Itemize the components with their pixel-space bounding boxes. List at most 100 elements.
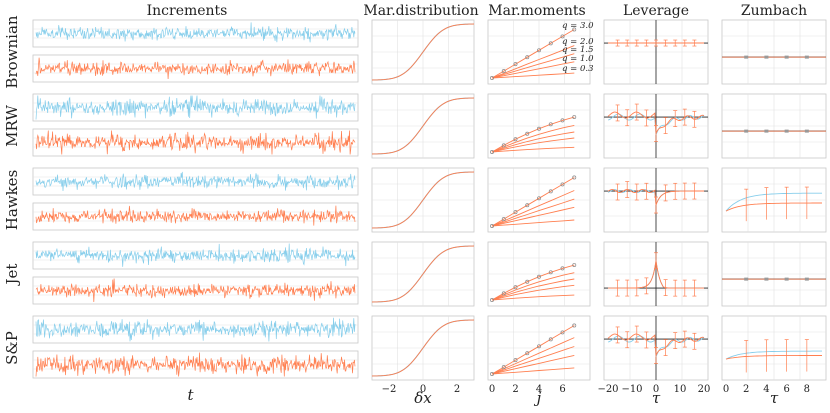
x-tick-label: −20 [597,384,618,395]
increments-series-orange [35,278,356,303]
moments-marker [525,203,530,208]
row-label: S&P [3,331,21,365]
row-label: MRW [3,105,21,147]
moments-marker [572,263,577,268]
moments-marker [537,126,541,131]
column-title: Mar.moments [488,3,585,19]
moments-marker [572,27,577,32]
moments-line-q2 [491,272,575,301]
moments-marker [501,291,506,296]
moments-line-q1.5 [491,198,575,227]
increments-series-orange [35,57,356,80]
moments-line-q0.3 [491,219,575,227]
moments-line-q0.3 [491,367,575,375]
increments-panel [32,315,359,344]
moments-line-q3 [491,116,575,153]
q-label: q = 3.0 [562,21,594,31]
increments-series-blue [35,317,356,342]
moments-marker [513,62,518,67]
moments-line-q1 [491,206,575,227]
column-title: Zumbach [741,3,807,19]
zumbach-series-orange [725,202,822,212]
moments-marker [513,285,518,290]
x-tick-label: −10 [621,384,642,395]
moments-line-q0.3 [491,146,575,153]
distribution-cdf-orange [371,97,475,155]
moments-line-q0.3 [491,72,575,79]
moments-line-q0.3 [491,294,575,301]
moments-marker [560,266,565,271]
moments-marker [501,69,506,74]
increments-series-blue [35,95,356,120]
moments-line-q3 [491,29,575,79]
x-tick-label: 0 [723,384,729,395]
moments-marker [548,122,553,127]
zumbach-marker [744,55,749,59]
zumbach-marker [784,55,789,59]
x-tick-label: 10 [674,384,687,395]
x-tick-label: 4 [536,384,542,395]
x-axis-label: δx [414,389,432,407]
row-label: Jet [3,264,21,287]
moments-line-q3 [491,177,575,227]
x-tick-label: 0 [653,384,659,395]
zumbach-marker [764,55,769,59]
x-tick-label: 6 [783,384,789,395]
moments-marker [560,118,565,123]
moments-line-q1 [491,354,575,375]
moments-line-q2 [491,45,575,79]
moments-marker [548,270,553,275]
moments-marker [572,323,577,328]
moments-marker [572,115,577,120]
zumbach-marker [804,277,809,281]
moments-marker [490,372,494,376]
zumbach-series-blue [725,192,822,212]
increments-series-orange [35,352,356,377]
increments-series-orange [35,130,356,155]
moments-line-q2 [491,190,575,227]
moments-marker [490,150,494,154]
zumbach-marker [764,277,769,281]
moments-marker [560,34,565,39]
moments-marker [490,298,494,302]
x-tick-label: 0 [489,384,495,395]
column-title: Mar.distribution [363,3,478,19]
zumbach-marker [784,277,789,281]
x-axis-label: t [187,386,194,404]
increments-panel [32,167,359,196]
moments-marker [572,175,577,180]
moments-marker [525,55,530,60]
moments-line-q2 [491,124,575,153]
x-tick-label: 2 [454,384,460,395]
moments-marker [525,131,530,136]
moments-line-q1.5 [491,346,575,375]
moments-marker [490,76,494,80]
x-axis-label: τ [652,389,661,407]
column-title: Leverage [623,3,689,19]
moments-line-q1.5 [491,53,575,79]
column-title: Increments [147,3,228,19]
moments-marker [537,274,541,279]
row-label: Hawkes [3,170,21,231]
zumbach-marker [744,129,749,133]
moments-marker [490,224,494,228]
moments-marker [548,337,553,342]
increments-series-orange [35,205,356,226]
moments-line-q1 [491,137,575,153]
moments-marker [537,196,541,201]
x-tick-label: 20 [698,384,711,395]
distribution-cdf-orange [371,319,475,377]
moments-marker [513,210,518,215]
distribution-cdf-orange [371,245,475,303]
x-tick-label: 0 [420,384,426,395]
moments-marker [513,137,518,142]
x-tick-label: 2 [512,384,518,395]
x-tick-label: 4 [763,384,769,395]
moments-line-q1 [491,284,575,301]
zumbach-marker [764,129,769,133]
moments-marker [525,351,530,356]
increments-series-blue [35,171,356,192]
distribution-cdf-orange [371,23,475,81]
x-axis-label: τ [770,389,779,407]
moments-marker [537,344,541,349]
